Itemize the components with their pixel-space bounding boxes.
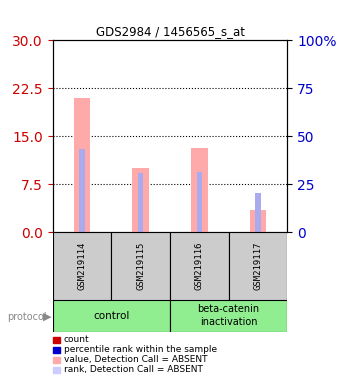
Bar [191, 148, 207, 232]
Bar [197, 172, 202, 232]
Text: GSM219114: GSM219114 [78, 242, 86, 290]
Text: ▶: ▶ [42, 312, 51, 322]
Bar [170, 300, 287, 332]
Bar [112, 232, 170, 300]
Text: rank, Detection Call = ABSENT: rank, Detection Call = ABSENT [64, 365, 202, 374]
Bar [133, 168, 149, 232]
Bar [74, 98, 90, 232]
Title: GDS2984 / 1456565_s_at: GDS2984 / 1456565_s_at [96, 25, 244, 38]
Bar [53, 300, 170, 332]
Bar [228, 232, 287, 300]
Bar [138, 174, 143, 232]
Bar [170, 232, 228, 300]
Text: control: control [93, 311, 130, 321]
Bar [79, 149, 85, 232]
Bar [255, 193, 261, 232]
Bar [250, 210, 266, 232]
Bar [53, 232, 112, 300]
Text: percentile rank within the sample: percentile rank within the sample [64, 345, 217, 354]
Text: GSM219116: GSM219116 [195, 242, 204, 290]
Text: protocol: protocol [7, 312, 47, 322]
Text: value, Detection Call = ABSENT: value, Detection Call = ABSENT [64, 355, 207, 364]
Text: GSM219117: GSM219117 [254, 242, 262, 290]
Text: GSM219115: GSM219115 [136, 242, 145, 290]
Text: count: count [64, 335, 89, 344]
Text: beta-catenin
inactivation: beta-catenin inactivation [198, 304, 260, 328]
